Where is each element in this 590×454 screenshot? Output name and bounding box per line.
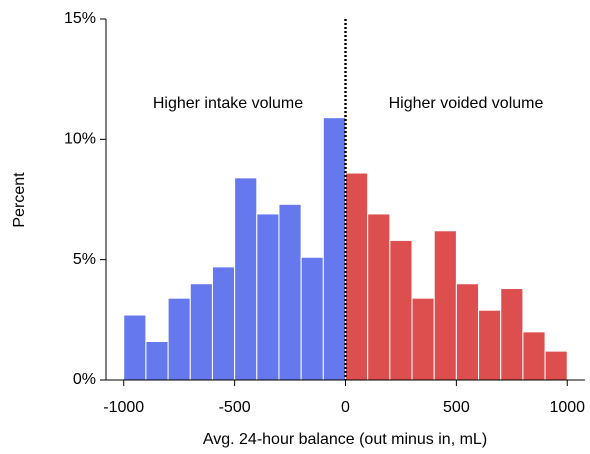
bar [500,288,524,381]
y-tick-label: 0% [73,371,96,388]
bar [411,297,435,381]
annotation: Higher voided volume [389,95,544,112]
bar [367,213,391,381]
x-tick-label: 0 [341,399,350,416]
y-axis-title: Percent [11,172,28,228]
bar [145,340,169,381]
y-tick-label: 10% [64,131,96,148]
y-tick-label: 15% [64,10,96,27]
bar [455,283,480,381]
bar [123,314,147,381]
bar [522,331,546,381]
x-tick-label: -500 [219,399,251,416]
y-tick-label: 5% [73,251,96,268]
bar [433,230,457,381]
annotation: Higher intake volume [153,95,303,112]
x-tick-label: 500 [443,399,470,416]
bar [345,172,369,381]
bar [544,350,568,381]
bar [234,177,258,381]
bar [211,266,236,381]
x-tick-label: -1000 [103,399,144,416]
x-tick-label: 1000 [549,399,585,416]
bar [478,309,502,381]
bar [389,239,413,381]
bar [189,283,213,381]
bar [167,297,191,381]
x-axis-title: Avg. 24-hour balance (out minus in, mL) [203,431,487,448]
bar [300,256,324,381]
bar [256,213,280,381]
bar [278,203,302,381]
bar [322,117,346,381]
